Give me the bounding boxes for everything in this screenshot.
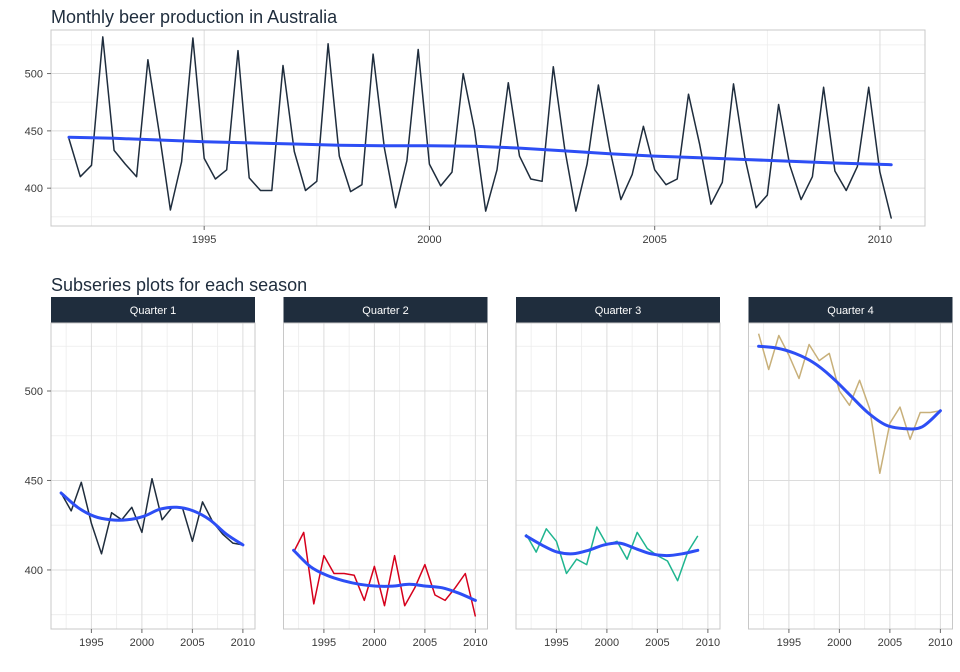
y-tick-label: 450 — [25, 126, 43, 138]
facet-panel: Quarter 3 1995 2000 2005 2010 — [515, 297, 721, 649]
quarter-series-line — [292, 531, 477, 617]
facet-panel: Quarter 1 400 450 500 1995 2000 2005 2010 — [25, 297, 256, 649]
facet-strip-label: Quarter 3 — [595, 305, 641, 317]
facet-strip — [51, 297, 255, 323]
x-tick-label: 1995 — [777, 637, 801, 649]
quarter-series-line — [60, 477, 244, 555]
x-tick-label: 2000 — [362, 637, 386, 649]
facet-strip — [283, 297, 488, 323]
chart-title: Monthly beer production in Australia — [51, 7, 338, 27]
facet-strip-label: Quarter 2 — [362, 305, 408, 317]
y-tick-label: 500 — [25, 386, 43, 398]
x-tick-label: 1995 — [544, 637, 568, 649]
quarter-series-line — [757, 333, 941, 475]
facet-panel: Quarter 4 1995 2000 2005 2010 — [748, 297, 953, 649]
x-tick-label: 1995 — [192, 234, 216, 246]
x-tick-label: 1995 — [79, 637, 103, 649]
production-line — [68, 36, 892, 219]
y-tick-label: 400 — [25, 565, 43, 577]
y-tick-label: 400 — [25, 183, 43, 195]
x-tick-label: 2010 — [231, 637, 255, 649]
top-chart: Monthly beer production in Australia 400 4… — [25, 7, 926, 246]
facet-strip — [748, 297, 953, 323]
trend-line — [67, 135, 893, 167]
quarter-trend-line — [524, 534, 700, 558]
x-tick-label: 1995 — [312, 637, 336, 649]
panel-border — [50, 322, 256, 630]
x-tick-label: 2010 — [868, 234, 892, 246]
x-tick-label: 2000 — [417, 234, 441, 246]
quarter-trend-line — [757, 344, 942, 431]
x-tick-label: 2005 — [878, 637, 902, 649]
subseries-title: Subseries plots for each season — [51, 275, 307, 295]
x-tick-label: 2000 — [827, 637, 851, 649]
x-tick-label: 2010 — [696, 637, 720, 649]
facet-strip — [516, 297, 720, 323]
panel-border — [748, 322, 953, 630]
y-tick-label: 500 — [25, 69, 43, 81]
facet-panel: Quarter 2 1995 2000 2005 2010 — [283, 297, 488, 649]
x-tick-label: 2000 — [130, 637, 154, 649]
panel-border — [283, 322, 488, 630]
x-tick-label: 2010 — [463, 637, 487, 649]
x-tick-label: 2000 — [595, 637, 619, 649]
x-tick-label: 2010 — [928, 637, 952, 649]
facet-strip-label: Quarter 1 — [130, 305, 176, 317]
x-tick-label: 2005 — [413, 637, 437, 649]
quarter-trend-line — [59, 491, 245, 547]
panel-border — [50, 29, 926, 227]
panel-border — [515, 322, 721, 630]
y-tick-label: 450 — [25, 475, 43, 487]
facet-strip-label: Quarter 4 — [827, 305, 873, 317]
x-tick-label: 2005 — [180, 637, 204, 649]
x-tick-label: 2005 — [645, 637, 669, 649]
quarter-trend-line — [292, 548, 477, 602]
x-tick-label: 2005 — [642, 234, 666, 246]
